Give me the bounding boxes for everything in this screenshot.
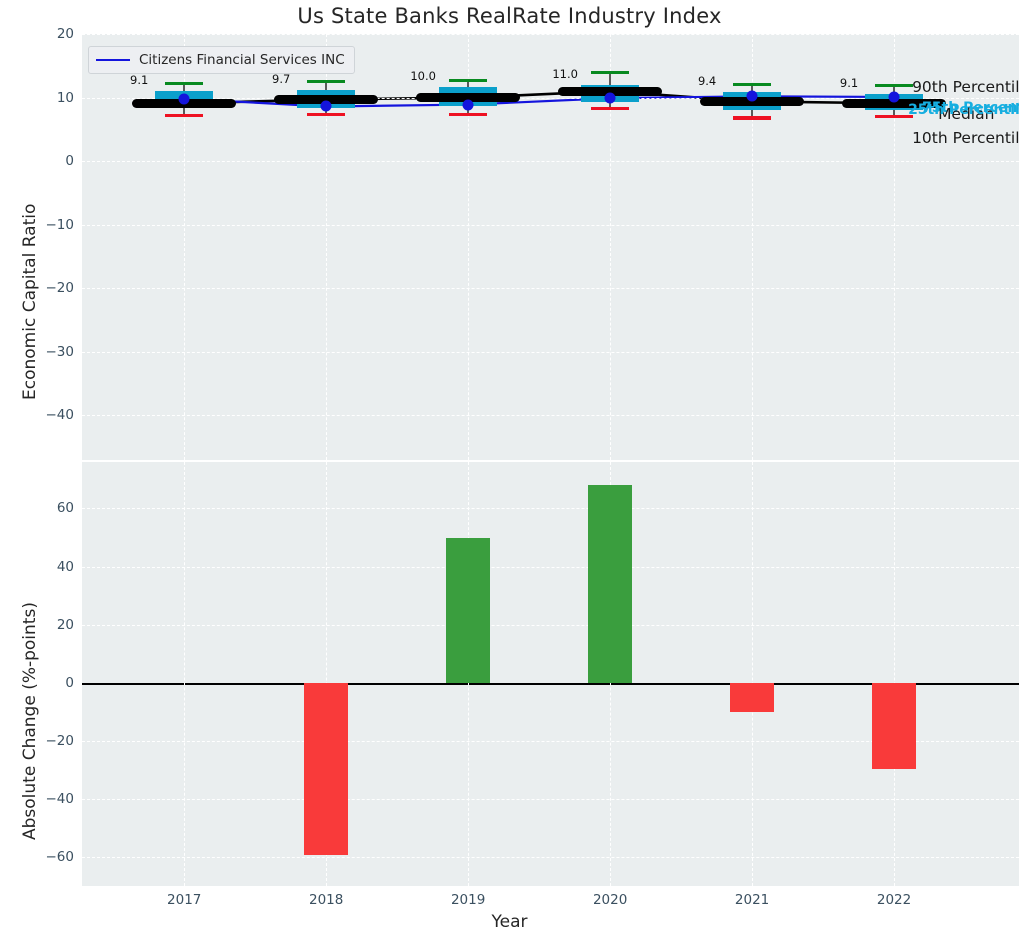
- bar-2018[interactable]: [304, 682, 349, 856]
- annotation-p90: 90th Percentile: [912, 77, 1019, 96]
- boxplot-value-label: 9.4: [697, 73, 717, 88]
- x-tick-label: 2018: [309, 892, 344, 908]
- gridline-horizontal: [82, 415, 1019, 417]
- y-tick-label: 10: [56, 89, 74, 106]
- boxplot-panel: 9.1 9.7 10.0 11.0 9.4 9.1 90th Percentile 75th …: [82, 34, 1019, 460]
- gridline-horizontal: [82, 97, 1019, 99]
- boxplot-median-bar: [558, 86, 663, 96]
- annotation-p25: 25th Percentile: [908, 101, 1019, 118]
- boxplot-cap-p90: [875, 83, 914, 88]
- company-series-marker[interactable]: [746, 90, 758, 102]
- x-tick-label: 2021: [734, 892, 770, 908]
- gridline-horizontal: [82, 740, 1019, 742]
- y-tick-label: −60: [45, 848, 75, 865]
- y-tick-label: −30: [45, 343, 75, 360]
- bar-2020[interactable]: [588, 484, 633, 683]
- bar-2019[interactable]: [446, 538, 491, 683]
- gridline-vertical: [894, 34, 896, 460]
- company-series-marker[interactable]: [888, 91, 900, 103]
- gridline-horizontal: [82, 624, 1019, 626]
- boxplot-cap-p90: [591, 71, 630, 75]
- y-tick-label: 40: [56, 558, 74, 575]
- x-tick-label: 2019: [450, 892, 486, 908]
- boxplot-cap-p90: [449, 78, 488, 82]
- boxplot-value-label: 9.7: [272, 71, 291, 86]
- x-tick-label: 2017: [167, 892, 202, 908]
- boxplot-cap-p10: [449, 112, 488, 116]
- boxplot-cap-p90: [165, 81, 204, 86]
- company-series-marker[interactable]: [178, 93, 190, 105]
- x-tick-label: 2020: [592, 892, 628, 908]
- y-tick-label: 0: [65, 153, 74, 170]
- boxplot-median-bar: [416, 93, 521, 103]
- gridline-horizontal: [82, 288, 1019, 290]
- y-axis-label-top: Economic Capital Ratio: [20, 203, 40, 400]
- bar-2022[interactable]: [872, 682, 917, 770]
- gridline-vertical: [184, 462, 186, 886]
- legend-line-swatch: [96, 59, 130, 61]
- gridline-vertical: [326, 462, 328, 886]
- gridline-vertical: [894, 462, 896, 886]
- y-axis-label-bottom: Absolute Change (%-points): [20, 602, 40, 840]
- boxplot-cap-p10: [165, 113, 204, 117]
- gridline-horizontal: [82, 161, 1019, 163]
- zero-line: [82, 682, 1019, 685]
- annotation-p10: 10th Percentile: [912, 128, 1019, 147]
- y-tick-label: 0: [65, 674, 74, 691]
- legend[interactable]: Citizens Financial Services INC: [88, 46, 355, 74]
- page-title: Us State Banks RealRate Industry Index: [297, 4, 722, 28]
- boxplot-value-label: 11.0: [552, 66, 578, 81]
- gridline-horizontal: [82, 351, 1019, 353]
- boxplot-cap-p10: [307, 112, 346, 116]
- y-tick-label: −40: [45, 790, 75, 807]
- gridline-vertical: [752, 462, 754, 886]
- gridline-horizontal: [82, 798, 1019, 800]
- boxplot-cap-p90: [733, 83, 772, 87]
- boxplot-value-label: 10.0: [410, 68, 436, 83]
- company-series-marker[interactable]: [320, 100, 332, 112]
- y-tick-label: −40: [45, 407, 75, 424]
- boxplot-cap-p10: [591, 106, 630, 110]
- gridline-horizontal: [82, 508, 1019, 510]
- boxplot-value-label: 9.1: [130, 73, 149, 88]
- boxplot-cap-p10: [875, 115, 914, 119]
- gridline-horizontal: [82, 224, 1019, 226]
- boxplot-value-label: 9.1: [839, 75, 859, 90]
- bar-2021[interactable]: [730, 682, 775, 712]
- gridline-horizontal: [82, 566, 1019, 568]
- gridline-horizontal: [82, 34, 1019, 35]
- bar-panel: [82, 462, 1019, 886]
- company-series-marker[interactable]: [604, 92, 616, 104]
- boxplot-cap-p10: [733, 116, 772, 120]
- gridline-vertical: [752, 34, 754, 460]
- y-tick-label: 20: [56, 26, 74, 42]
- y-tick-label: 20: [56, 616, 74, 633]
- boxplot-median-bar: [274, 94, 379, 104]
- x-axis-label: Year: [491, 912, 528, 932]
- gridline-horizontal: [82, 856, 1019, 858]
- gridline-vertical: [610, 34, 612, 460]
- y-tick-label: −20: [45, 732, 75, 749]
- x-tick-label: 2022: [876, 892, 912, 908]
- gridline-vertical: [184, 34, 186, 460]
- boxplot-cap-p90: [307, 80, 346, 84]
- company-series-marker[interactable]: [462, 99, 474, 111]
- y-tick-label: −10: [45, 216, 75, 233]
- gridline-vertical: [326, 34, 328, 460]
- y-tick-label: −20: [45, 280, 75, 297]
- legend-label: Citizens Financial Services INC: [139, 52, 345, 68]
- boxplot-median-bar: [842, 98, 947, 108]
- annotation-p75: 75th Percentile: [922, 99, 1019, 116]
- annotation-median: Median: [938, 105, 995, 124]
- y-tick-label: 60: [56, 500, 74, 517]
- gridline-vertical: [468, 34, 470, 460]
